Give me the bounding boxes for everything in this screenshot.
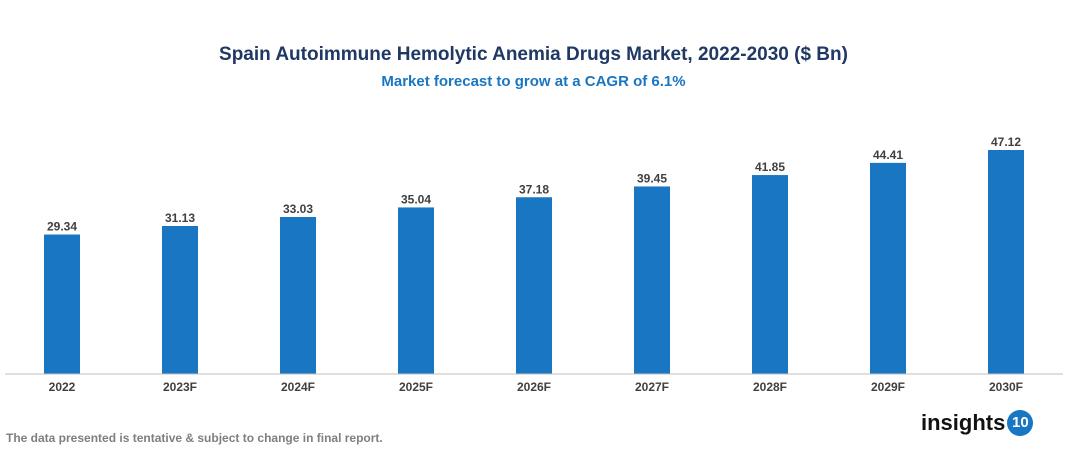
value-label-2028F: 41.85: [755, 160, 785, 174]
value-label-2030F: 47.12: [991, 135, 1021, 149]
category-label-2025F: 2025F: [399, 380, 433, 394]
footnote: The data presented is tentative & subjec…: [6, 431, 383, 445]
value-label-2024F: 33.03: [283, 202, 313, 216]
value-label-2022: 29.34: [47, 220, 77, 234]
insights10-logo: insights 10: [921, 410, 1034, 436]
value-label-2029F: 44.41: [873, 148, 903, 162]
bar-2030F: [988, 150, 1024, 374]
category-label-2024F: 2024F: [281, 380, 315, 394]
category-label-2027F: 2027F: [635, 380, 669, 394]
bar-2026F: [516, 197, 552, 374]
logo-badge: 10: [1007, 410, 1034, 436]
bar-2024F: [280, 216, 316, 374]
chart-title: Spain Autoimmune Hemolytic Anemia Drugs …: [219, 44, 848, 65]
category-label-2028F: 2028F: [753, 380, 787, 394]
bar-2022: [44, 234, 80, 374]
category-label-2023F: 2023F: [163, 380, 197, 394]
value-label-2026F: 37.18: [519, 182, 549, 196]
bar-2027F: [634, 186, 670, 374]
bar-2028F: [752, 175, 788, 374]
bar-2029F: [870, 162, 906, 374]
category-label-2029F: 2029F: [871, 380, 905, 394]
category-label-2030F: 2030F: [989, 380, 1023, 394]
value-label-2023F: 31.13: [165, 211, 195, 225]
value-label-2027F: 39.45: [637, 171, 667, 185]
chart-subtitle: Market forecast to grow at a CAGR of 6.1…: [381, 73, 686, 90]
category-label-2022: 2022: [49, 380, 76, 394]
bar-2023F: [162, 226, 198, 374]
bar-2025F: [398, 207, 434, 374]
value-label-2025F: 35.04: [401, 192, 431, 206]
category-label-2026F: 2026F: [517, 380, 551, 394]
logo-text: insights: [921, 410, 1006, 435]
